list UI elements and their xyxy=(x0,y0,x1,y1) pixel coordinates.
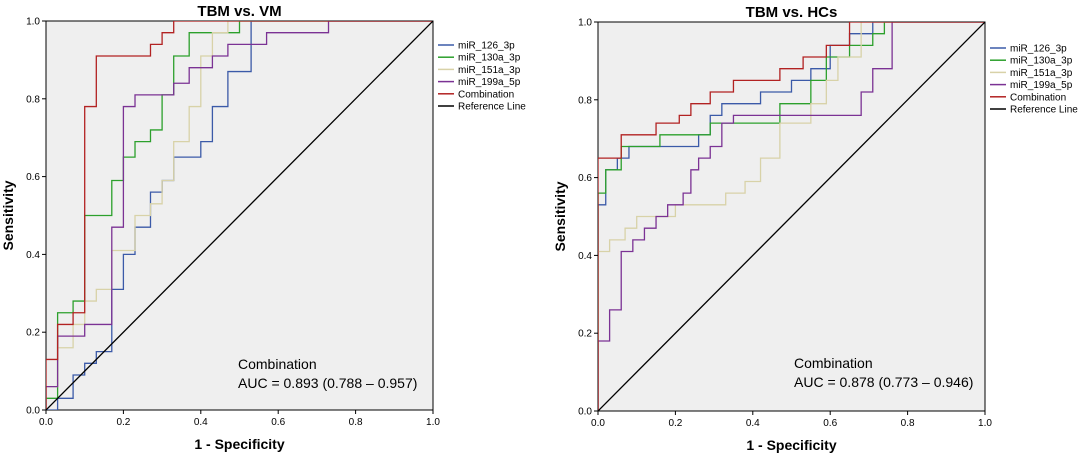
x-tick-label: 0.4 xyxy=(194,417,208,428)
series-line-reference-line xyxy=(46,21,433,410)
y-axis-label: Sensitivity xyxy=(552,181,568,251)
series-line-mir-199a-5p xyxy=(46,21,433,410)
y-tick-label: 0.2 xyxy=(26,328,40,339)
x-axis-label: 1 - Specificity xyxy=(746,437,836,453)
legend-label-mir-130a-3p: miR_130a_3p xyxy=(458,53,521,64)
legend-label-mir-151a-3p: miR_151a_3p xyxy=(1010,68,1073,79)
legend-label-mir-199a-5p: miR_199a_5p xyxy=(1010,80,1073,91)
y-tick-label: 1.0 xyxy=(578,18,592,29)
series-line-mir-199a-5p xyxy=(598,22,985,411)
series-line-mir-151a-3p xyxy=(46,21,433,410)
x-tick-label: 0.8 xyxy=(901,418,915,429)
x-tick-label: 1.0 xyxy=(426,417,440,428)
legend-label-mir-126-3p: miR_126_3p xyxy=(1010,44,1067,55)
y-tick-label: 0.8 xyxy=(578,95,592,106)
x-axis-label: 1 - Specificity xyxy=(194,436,284,452)
series-line-combination xyxy=(46,21,433,410)
roc-chart-1: TBM vs. VM 0.0 0.2 0.4 0.6 0.8 1.0 0.0 0.2 0.4 0.6… xyxy=(0,3,526,452)
y-tick-label: 1.0 xyxy=(26,17,40,28)
series-line-mir-130a-3p xyxy=(598,22,985,411)
y-tick-label: 0.0 xyxy=(26,406,40,417)
x-tick-label: 0.2 xyxy=(116,417,130,428)
x-tick-label: 0.6 xyxy=(271,417,285,428)
y-tick-label: 0.0 xyxy=(578,407,592,418)
series-line-combination xyxy=(598,22,985,411)
series-lines xyxy=(46,21,433,410)
y-tick-label: 0.6 xyxy=(578,173,592,184)
annotation-auc: AUC = 0.878 (0.773 – 0.946) xyxy=(794,374,973,390)
roc-chart-2: TBM vs. HCs 0.0 0.2 0.4 0.6 0.8 1.0 0.0 0.2 0.4 0.… xyxy=(552,4,1078,453)
x-tick-label: 0.8 xyxy=(349,417,363,428)
x-tick-label: 0.4 xyxy=(746,418,760,429)
legend-label-reference-line: Reference Line xyxy=(458,102,526,113)
y-tick-label: 0.2 xyxy=(578,329,592,340)
annotation-label: Combination xyxy=(794,355,873,371)
legend-label-reference-line: Reference Line xyxy=(1010,105,1078,116)
legend-label-mir-130a-3p: miR_130a_3p xyxy=(1010,56,1073,67)
x-tick-label: 0.0 xyxy=(39,417,53,428)
annotation-label: Combination xyxy=(238,356,317,372)
series-line-mir-151a-3p xyxy=(598,22,985,411)
y-tick-label: 0.8 xyxy=(26,94,40,105)
series-line-reference-line xyxy=(598,22,985,411)
legend-label-mir-151a-3p: miR_151a_3p xyxy=(458,65,521,76)
x-tick-label: 0.0 xyxy=(591,418,605,429)
series-line-mir-126-3p xyxy=(46,21,433,410)
chart-title: TBM vs. HCs xyxy=(746,4,838,21)
annotation-auc: AUC = 0.893 (0.788 – 0.957) xyxy=(238,375,417,391)
y-tick-label: 0.4 xyxy=(578,251,592,262)
series-lines xyxy=(598,22,985,411)
legend-label-mir-199a-5p: miR_199a_5p xyxy=(458,77,521,88)
legend-label-mir-126-3p: miR_126_3p xyxy=(458,41,515,52)
chart-title: TBM vs. VM xyxy=(197,3,281,20)
legend: miR_126_3pmiR_130a_3pmiR_151a_3pmiR_199a… xyxy=(990,44,1078,116)
y-axis-label: Sensitivity xyxy=(0,180,16,250)
y-tick-label: 0.4 xyxy=(26,250,40,261)
y-tick-label: 0.6 xyxy=(26,172,40,183)
x-tick-label: 0.2 xyxy=(668,418,682,429)
x-tick-label: 0.6 xyxy=(823,418,837,429)
legend-label-combination: Combination xyxy=(1010,92,1066,103)
x-tick-label: 1.0 xyxy=(978,418,992,429)
legend: miR_126_3pmiR_130a_3pmiR_151a_3pmiR_199a… xyxy=(438,41,526,113)
legend-label-combination: Combination xyxy=(458,89,514,100)
